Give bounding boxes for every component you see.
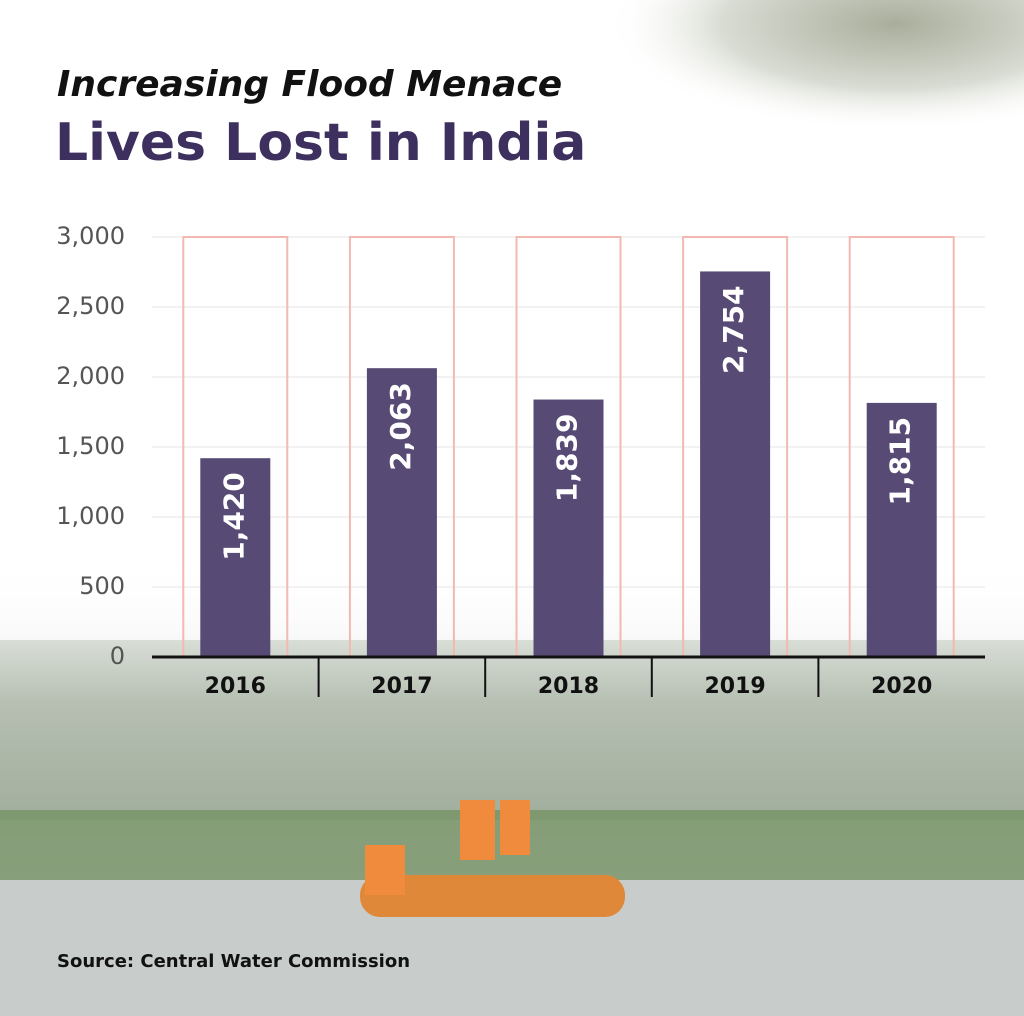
source: Source: Central Water Commission bbox=[57, 951, 410, 972]
bar bbox=[533, 399, 604, 657]
y-tick-label: 500 bbox=[79, 572, 125, 600]
chart-title: Lives Lost in India bbox=[55, 113, 586, 173]
bar bbox=[700, 271, 771, 657]
x-tick-label: 2020 bbox=[871, 674, 932, 699]
y-tick-label: 3,000 bbox=[56, 222, 125, 250]
value-label: 2,754 bbox=[717, 285, 750, 374]
y-tick-label: 0 bbox=[110, 642, 125, 670]
chart-subtitle: Increasing Flood Menace bbox=[57, 64, 562, 105]
x-tick-label: 2019 bbox=[704, 674, 765, 699]
bar bbox=[200, 458, 271, 657]
y-tick-label: 1,000 bbox=[56, 502, 125, 530]
value-label: 1,420 bbox=[217, 472, 250, 561]
bar bbox=[866, 402, 937, 657]
x-tick-label: 2018 bbox=[538, 674, 599, 699]
y-tick-label: 2,000 bbox=[56, 362, 125, 390]
x-tick-label: 2017 bbox=[371, 674, 432, 699]
value-label: 1,815 bbox=[884, 417, 917, 506]
y-tick-label: 1,500 bbox=[56, 432, 125, 460]
y-tick-label: 2,500 bbox=[56, 292, 125, 320]
x-tick-label: 2016 bbox=[205, 674, 266, 699]
value-label: 1,839 bbox=[551, 414, 584, 503]
value-label: 2,063 bbox=[384, 382, 417, 471]
bar bbox=[366, 368, 437, 657]
